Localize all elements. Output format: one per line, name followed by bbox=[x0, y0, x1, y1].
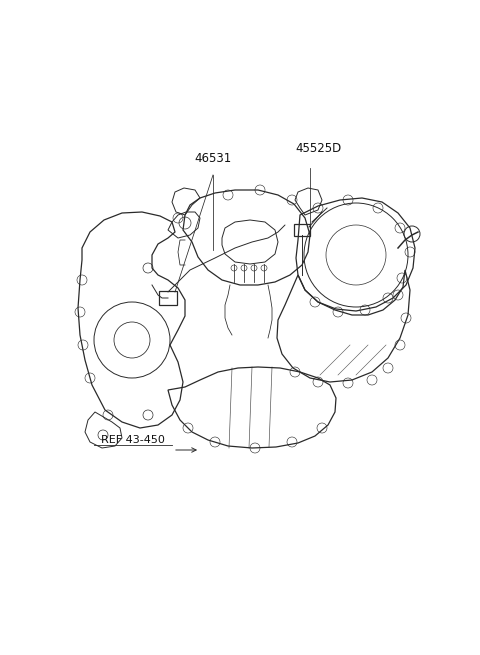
Text: REF 43-450: REF 43-450 bbox=[101, 435, 165, 445]
Text: 45525D: 45525D bbox=[295, 142, 341, 155]
Text: 46531: 46531 bbox=[194, 152, 232, 165]
